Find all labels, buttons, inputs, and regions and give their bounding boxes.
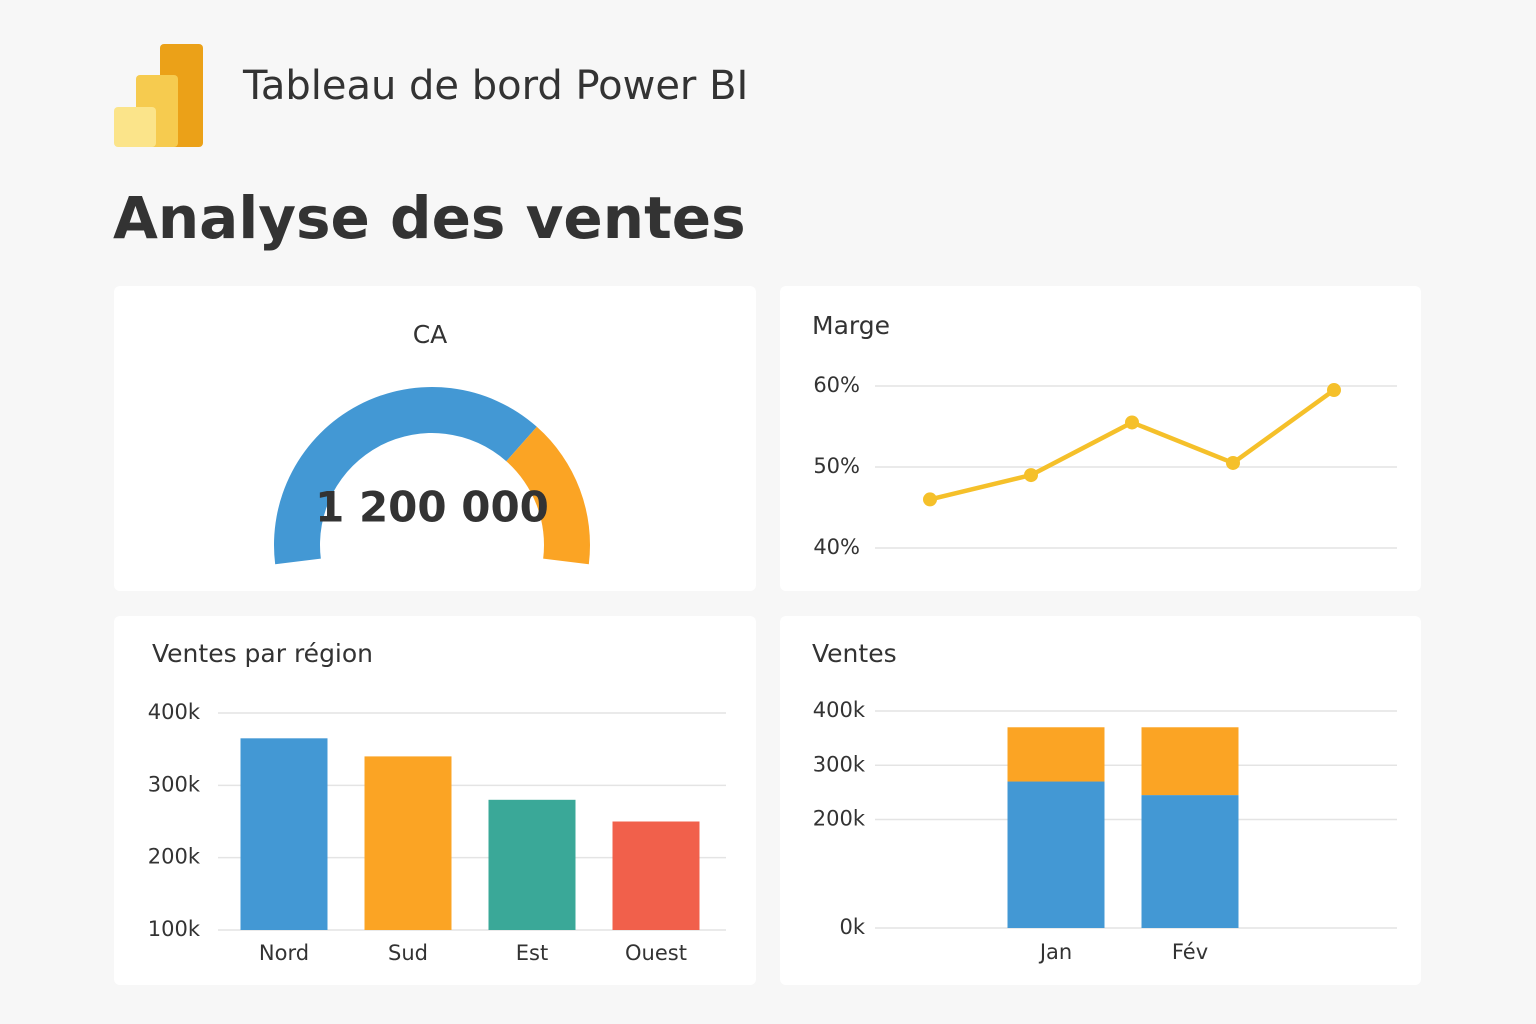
y-tick-label: 300k	[148, 772, 201, 796]
gauge-remainder	[506, 426, 590, 565]
y-tick-label: 200k	[148, 845, 201, 869]
line-point	[1024, 468, 1038, 483]
bar	[364, 756, 452, 930]
gauge-value	[273, 386, 537, 565]
line-point	[1226, 455, 1240, 470]
bar	[488, 799, 576, 930]
logo-bar	[114, 107, 156, 147]
page-heading: Analyse des ventes	[113, 184, 746, 252]
y-tick-label: 0k	[839, 915, 865, 939]
line-point	[923, 492, 937, 507]
bar	[612, 821, 700, 930]
y-tick-label: 60%	[813, 373, 860, 397]
y-tick-label: 300k	[813, 752, 866, 776]
bar	[240, 738, 328, 930]
y-tick-label: 40%	[813, 535, 860, 559]
line-point	[1327, 383, 1341, 398]
x-tick-label: Est	[516, 941, 548, 965]
app-title: Tableau de bord Power BI	[242, 63, 748, 109]
bar-segment	[1141, 795, 1239, 928]
y-tick-label: 50%	[813, 454, 860, 478]
chart-title: Ventes	[812, 639, 897, 668]
bar-segment	[1007, 727, 1105, 782]
x-tick-label: Nord	[259, 941, 309, 965]
bar-segment	[1141, 727, 1239, 796]
y-tick-label: 200k	[813, 807, 866, 831]
chart-title: Marge	[812, 311, 890, 340]
chart-title: CA	[413, 320, 448, 349]
chart-title: Ventes par région	[152, 639, 373, 668]
card	[114, 286, 756, 591]
bar-segment	[1007, 781, 1105, 928]
y-tick-label: 400k	[813, 698, 866, 722]
power-bi-logo	[114, 44, 203, 147]
y-tick-label: 400k	[148, 700, 201, 724]
x-tick-label: Ouest	[625, 941, 687, 965]
line-point	[1125, 415, 1139, 430]
x-tick-label: Fév	[1172, 940, 1208, 964]
x-tick-label: Sud	[388, 941, 428, 965]
gauge-value-label: 1 200 000	[315, 483, 549, 532]
y-tick-label: 100k	[148, 917, 201, 941]
x-tick-label: Jan	[1038, 940, 1072, 964]
